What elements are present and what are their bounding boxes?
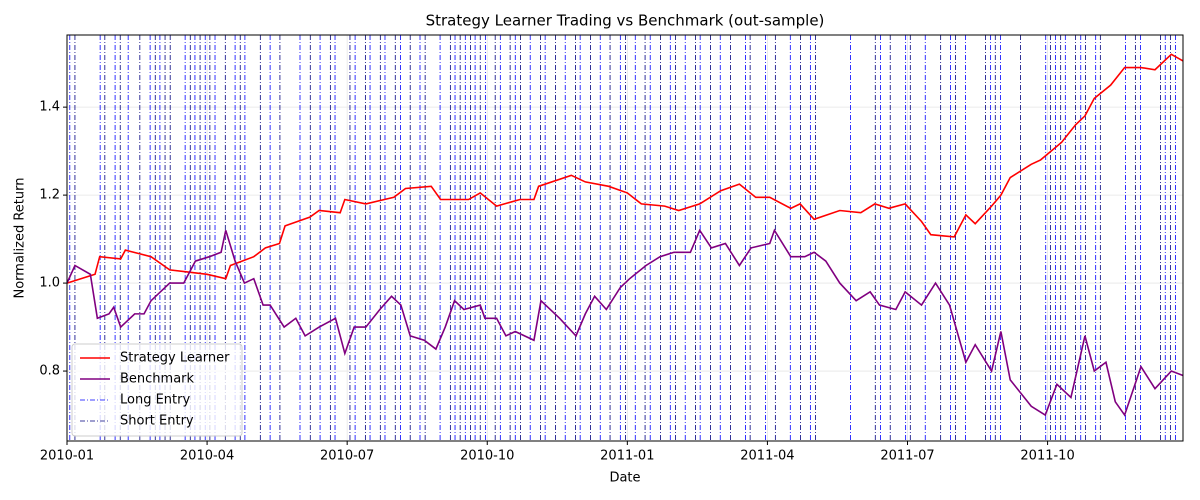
x-tick-label: 2010-07	[320, 449, 374, 464]
y-tick-label: 1.2	[39, 188, 60, 203]
x-tick-label: 2011-04	[740, 449, 794, 464]
y-tick-label: 0.8	[39, 364, 60, 379]
y-tick-label: 1.0	[39, 276, 60, 291]
y-tick-label: 1.4	[39, 100, 60, 115]
legend-label: Strategy Learner	[120, 351, 230, 366]
line-series	[66, 228, 1184, 417]
x-tick-label: 2011-01	[600, 449, 654, 464]
y-axis-label: Normalized Return	[13, 178, 28, 299]
legend-label: Long Entry	[120, 393, 190, 408]
x-tick-label: 2010-01	[40, 449, 94, 464]
x-tick-label: 2011-07	[880, 449, 934, 464]
line-series	[66, 53, 1184, 284]
legend-label: Benchmark	[120, 372, 195, 387]
legend-label: Short Entry	[120, 414, 194, 429]
x-tick-label: 2010-04	[180, 449, 234, 464]
legend-box	[71, 343, 243, 437]
x-axis-label: Date	[609, 471, 640, 486]
chart-title: Strategy Learner Trading vs Benchmark (o…	[426, 12, 825, 30]
axes-frame	[66, 34, 1184, 442]
x-tick-label: 2010-10	[460, 449, 514, 464]
x-tick-label: 2011-10	[1020, 449, 1074, 464]
